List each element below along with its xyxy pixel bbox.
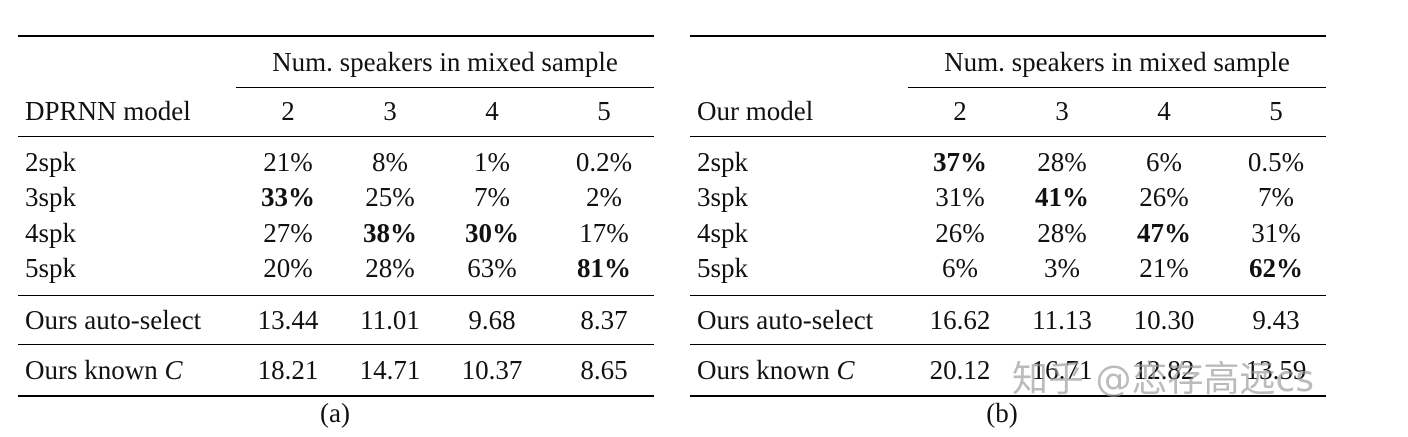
table-cell: 21% [263, 147, 313, 177]
known-rule [18, 344, 654, 345]
auto-select-label: Ours auto-select [697, 305, 874, 335]
auto-select-label: Ours auto-select [25, 305, 202, 335]
auto-select-cell: 10.30 [1133, 305, 1195, 335]
table-cell: 0.5% [1247, 147, 1305, 177]
auto-select-rule [690, 295, 1326, 296]
table-cell: 41% [1035, 182, 1089, 212]
group-header-rule [908, 87, 1326, 88]
known-label: Ours known C [25, 355, 183, 385]
table-cell: 26% [935, 218, 985, 248]
auto-select-cell: 11.13 [1032, 305, 1092, 335]
top-rule [690, 35, 1326, 37]
known-label-var: C [164, 355, 183, 385]
group-header-rule [236, 87, 654, 88]
table-cell: 0.2% [575, 147, 633, 177]
known-label-var: C [836, 355, 855, 385]
table-cell: 81% [577, 253, 631, 283]
model-label: Our model [697, 96, 814, 126]
table-cell: 27% [263, 218, 313, 248]
table-cell: 6% [942, 253, 978, 283]
known-label-text: Ours known [25, 355, 158, 385]
auto-select-cell: 16.62 [929, 305, 991, 335]
column-header: 2 [953, 96, 967, 126]
bottom-rule [690, 395, 1326, 397]
row-label: 2spk [697, 147, 749, 177]
known-cell: 10.37 [461, 355, 523, 385]
row-label: 3spk [25, 182, 77, 212]
row-label: 4spk [25, 218, 77, 248]
group-header: Num. speakers in mixed sample [944, 47, 1290, 77]
table-cell: 47% [1137, 218, 1191, 248]
header-rule [690, 136, 1326, 137]
row-label: 4spk [697, 218, 749, 248]
table-cell: 21% [1139, 253, 1189, 283]
table-cell: 28% [1037, 218, 1087, 248]
table-cell: 28% [1037, 147, 1087, 177]
watermark: 知乎 @恋存高远cs [1012, 359, 1314, 400]
model-label: DPRNN model [25, 96, 191, 126]
known-cell: 14.71 [359, 355, 421, 385]
known-cell: 12.82 [1133, 355, 1195, 385]
table-cell: 1% [474, 147, 510, 177]
table-cell: 26% [1139, 182, 1189, 212]
column-header: 3 [383, 96, 397, 126]
table-cell: 62% [1249, 253, 1303, 283]
known-cell: 18.21 [257, 355, 319, 385]
table-b: Num. speakers in mixed sample Our model 2 3… [690, 0, 1326, 437]
table-cell: 28% [365, 253, 415, 283]
column-header: 3 [1055, 96, 1069, 126]
auto-select-cell: 13.44 [257, 305, 319, 335]
table-cell: 8% [372, 147, 408, 177]
table-cell: 3% [1044, 253, 1080, 283]
table-cell: 30% [465, 218, 519, 248]
table-cell: 7% [474, 182, 510, 212]
table-cell: 31% [1251, 218, 1301, 248]
table-cell: 6% [1146, 147, 1182, 177]
known-cell: 20.12 [929, 355, 991, 385]
column-header: 5 [1269, 96, 1283, 126]
table-cell: 25% [365, 182, 415, 212]
group-header: Num. speakers in mixed sample [272, 47, 618, 77]
auto-select-cell: 8.37 [580, 305, 628, 335]
column-header: 5 [597, 96, 611, 126]
row-label: 3spk [697, 182, 749, 212]
bottom-rule [18, 395, 654, 397]
table-caption: (a) [320, 398, 350, 428]
column-header: 4 [485, 96, 499, 126]
known-label: Ours known C [697, 355, 855, 385]
row-label: 2spk [25, 147, 77, 177]
row-label: 5spk [697, 253, 749, 283]
known-rule [690, 344, 1326, 345]
table-cell: 2% [586, 182, 622, 212]
table-a: Num. speakers in mixed sample DPRNN model… [18, 0, 654, 437]
known-cell: 16.71 [1031, 355, 1093, 385]
table-cell: 17% [579, 218, 629, 248]
auto-select-cell: 9.43 [1252, 305, 1300, 335]
table-caption: (b) [986, 398, 1018, 428]
auto-select-rule [18, 295, 654, 296]
column-header: 4 [1157, 96, 1171, 126]
table-cell: 7% [1258, 182, 1294, 212]
table-cell: 31% [935, 182, 985, 212]
top-rule [18, 35, 654, 37]
auto-select-cell: 9.68 [468, 305, 516, 335]
auto-select-cell: 11.01 [360, 305, 420, 335]
row-label: 5spk [25, 253, 77, 283]
known-cell: 13.59 [1245, 355, 1307, 385]
table-cell: 63% [467, 253, 517, 283]
table-cell: 38% [363, 218, 417, 248]
table-cell: 37% [933, 147, 987, 177]
known-cell: 8.65 [580, 355, 628, 385]
header-rule [18, 136, 654, 137]
known-label-text: Ours known [697, 355, 830, 385]
table-cell: 33% [261, 182, 315, 212]
column-header: 2 [281, 96, 295, 126]
table-cell: 20% [263, 253, 313, 283]
